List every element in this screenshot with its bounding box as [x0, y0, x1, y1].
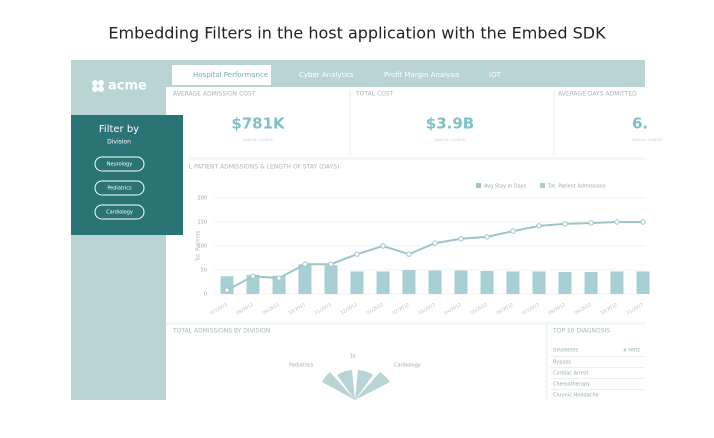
kpi-row	[166, 87, 645, 157]
line-point	[406, 251, 412, 257]
legend-swatch	[476, 183, 481, 188]
filter-subtitle: Division	[107, 139, 131, 146]
filter-button-label[interactable]: Pediatrics	[107, 186, 132, 192]
table-header: DIAGNOSIS	[553, 348, 578, 354]
division-panel	[166, 325, 545, 400]
kpi-note: ANNUAL CHANGE	[632, 138, 663, 142]
bar	[246, 274, 260, 294]
bar	[324, 265, 338, 294]
active-tab[interactable]	[172, 65, 271, 85]
kpi-value: $781K	[231, 115, 286, 133]
page-title: Embedding Filters in the host applicatio…	[108, 24, 606, 43]
y-tick-label: 150	[197, 220, 207, 226]
table-header: # PATIE	[623, 348, 640, 354]
line-point	[458, 236, 464, 242]
line-point	[276, 275, 282, 281]
legend-label: Tot. Patient Admissions	[547, 184, 606, 190]
legend-swatch	[540, 183, 545, 188]
filter-button[interactable]	[94, 156, 145, 172]
y-axis-label: Tot. Patients	[196, 230, 202, 262]
line-point	[380, 243, 386, 249]
y-tick-label: 50	[201, 268, 207, 274]
line-point	[614, 219, 620, 225]
diagnosis-panel	[548, 325, 645, 400]
kpi-label: TOTAL COST	[355, 91, 394, 98]
bar	[506, 271, 520, 294]
polar-label: Pediatrics	[289, 363, 314, 369]
bar	[428, 270, 442, 294]
chart-title: TOTAL PATIENT ADMISSIONS & LENGTH OF STA…	[172, 164, 339, 171]
line-point	[432, 240, 438, 246]
bar	[558, 271, 572, 294]
line-point	[250, 273, 256, 279]
bar	[532, 271, 546, 294]
bar	[376, 271, 390, 294]
bar	[298, 264, 312, 294]
logo: acme	[92, 79, 147, 94]
kpi-value: 6.	[632, 115, 648, 133]
kpi-note: ANNUAL CHANGE	[243, 138, 274, 142]
line-point	[484, 234, 490, 240]
bar	[350, 271, 364, 294]
bar	[272, 275, 286, 294]
line-point	[328, 261, 334, 267]
polar-tick: 1k	[350, 354, 356, 360]
y-tick-label: 200	[197, 196, 207, 202]
polar-label: Cardiology	[394, 363, 421, 369]
filter-button-label[interactable]: Cardiology	[106, 210, 133, 216]
line-point	[562, 221, 568, 227]
table-cell: Chemotherapy	[553, 382, 590, 388]
kpi-label: AVERAGE ADMISSION COST	[173, 91, 256, 98]
filter-button-label[interactable]: Neurology	[107, 162, 133, 168]
line-point	[510, 228, 516, 234]
bar	[584, 271, 598, 294]
polar-wedges	[322, 370, 390, 400]
table-cell: Bypass	[553, 360, 571, 366]
bar	[480, 270, 494, 294]
bar	[454, 270, 468, 294]
bar	[610, 271, 624, 294]
y-tick-label: 0	[204, 292, 207, 298]
kpi-value: $3.9B	[426, 115, 474, 133]
table-cell: Cardiac Arrest	[553, 371, 589, 377]
line-point	[354, 251, 360, 257]
tab[interactable]: IOT	[489, 71, 502, 79]
bar	[220, 276, 234, 294]
line-point	[640, 219, 646, 225]
kpi-note: ANNUAL CHANGE	[435, 138, 466, 142]
line-point	[302, 261, 308, 267]
tab[interactable]: Hospital Performance	[193, 71, 268, 79]
filter-options: Neurology Pediatrics Cardiology	[94, 156, 145, 220]
line-point	[224, 287, 230, 293]
kpi-label: AVERAGE DAYS ADMITTED	[558, 91, 637, 98]
bar	[402, 270, 416, 294]
table: Bypass Cardiac Arrest Chemotherapy Chronic …	[550, 356, 645, 399]
legend-label: Avg Stay in Days	[484, 184, 527, 190]
logo-text: acme	[108, 79, 147, 94]
line-point	[588, 220, 594, 226]
line-point	[536, 223, 542, 229]
table-cell: Chronic Headache	[553, 393, 599, 399]
bar	[636, 271, 650, 294]
filter-button[interactable]	[94, 180, 145, 196]
chart-panel	[166, 160, 645, 322]
filter-panel	[71, 115, 183, 235]
filter-title: Filter by	[99, 124, 139, 135]
tab[interactable]: Cyber Analytics	[299, 71, 354, 79]
tab[interactable]: Profit Margin Analysis	[384, 71, 460, 79]
filter-button[interactable]	[94, 204, 145, 220]
panel-title: TOP 10 DIAGNOSIS	[552, 328, 610, 335]
y-tick-label: 100	[197, 244, 207, 250]
panel-title: TOTAL ADMISSIONS BY DIVISION	[172, 328, 270, 335]
